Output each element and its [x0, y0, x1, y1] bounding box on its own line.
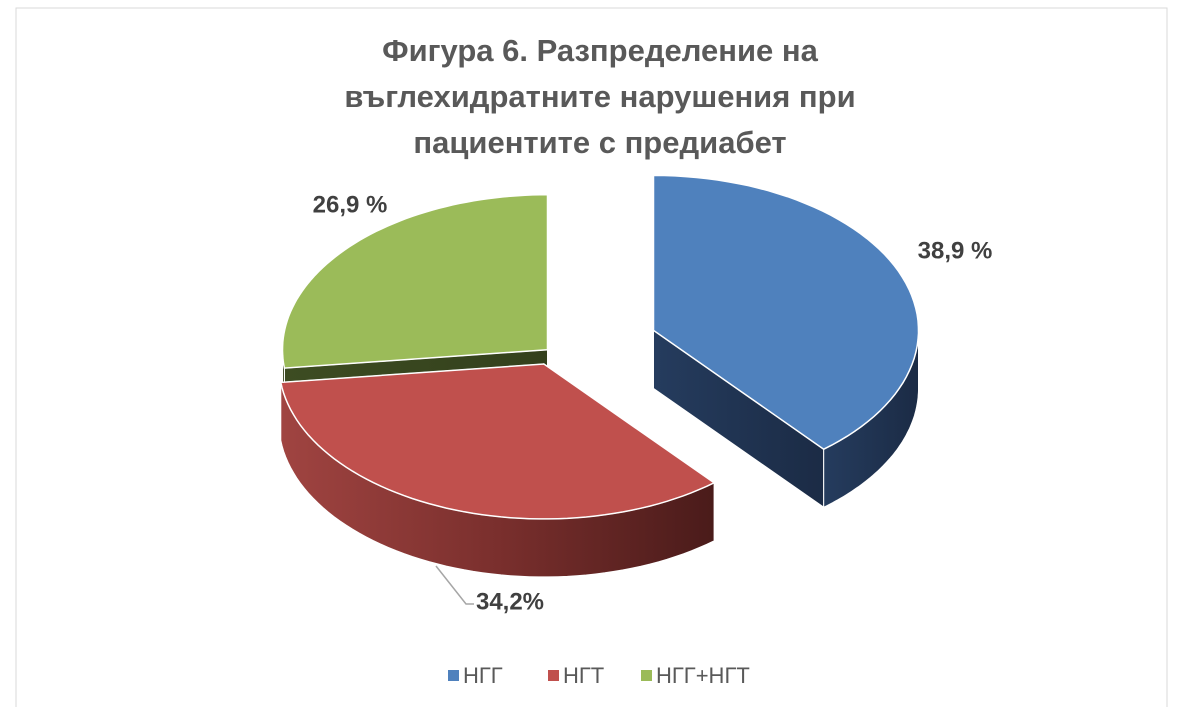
chart-title: Фигура 6. Разпределение на въглехидратни…: [344, 33, 856, 160]
pie-slice: [652, 174, 920, 451]
pie-slice: [281, 193, 549, 369]
data-label: 26,9 %: [313, 191, 388, 218]
legend-swatch: [548, 670, 559, 681]
legend-label: НГТ: [563, 663, 604, 688]
legend-label: НГГ+НГТ: [656, 663, 750, 688]
legend-swatch: [448, 670, 459, 681]
leader-line: [435, 565, 474, 605]
data-label: 38,9 %: [918, 237, 993, 264]
legend-label: НГГ: [463, 663, 503, 688]
chart-border: [15, 7, 1168, 707]
data-label: 34,2%: [476, 588, 544, 615]
legend-swatch: [641, 670, 652, 681]
pie-slice: [279, 363, 716, 520]
